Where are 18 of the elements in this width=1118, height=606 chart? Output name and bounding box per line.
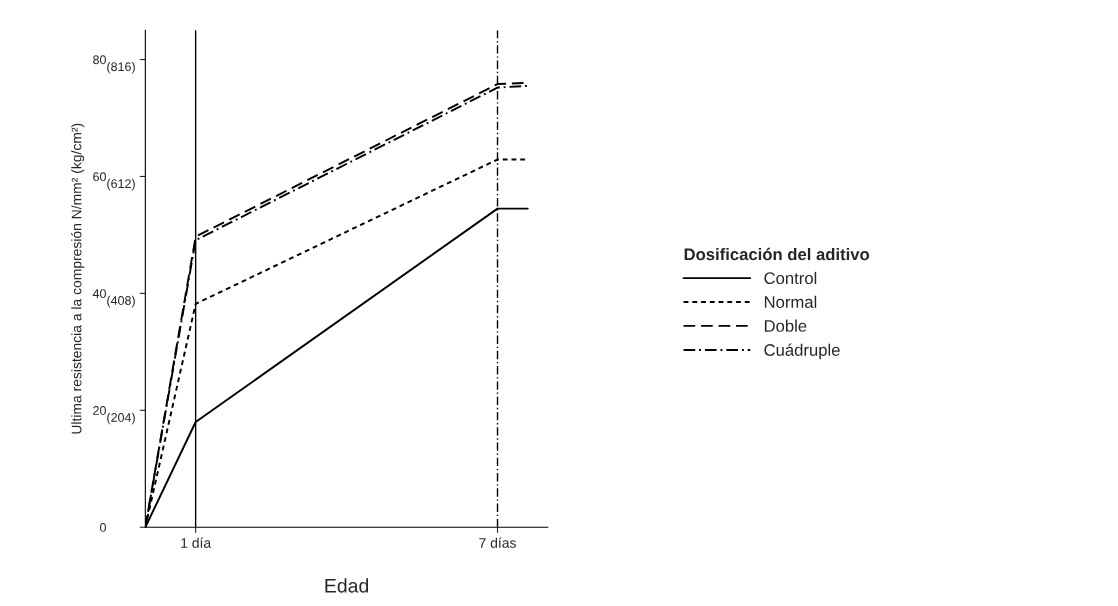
legend-label: Normal xyxy=(764,295,817,308)
legend-label: Doble xyxy=(764,319,807,332)
y2-tick-label: (816) xyxy=(107,61,135,74)
legend-title: Dosificación del aditivo xyxy=(684,247,870,261)
y-axis-title: Ultima resistencia a la compresión N/mm² (kg/cm²) xyxy=(71,123,85,434)
y-tick-label: 0 xyxy=(99,523,106,532)
y-tick-label: 20 xyxy=(93,406,106,415)
legend-label: Cuádruple xyxy=(764,343,840,360)
y-tick-label: 40 xyxy=(92,289,106,299)
legend-label: Control xyxy=(764,271,817,285)
x-axis-title: Edad xyxy=(325,578,369,593)
x-tick-label: 7 días xyxy=(479,537,516,548)
y2-tick-label: (204) xyxy=(107,412,135,425)
y2-tick-label: (408) xyxy=(107,295,135,308)
y-tick-label: 60 xyxy=(93,172,106,182)
y-tick-label: 80 xyxy=(93,55,106,65)
x-tick-label: 1 día xyxy=(181,537,212,548)
y2-tick-label: (612) xyxy=(107,178,135,191)
